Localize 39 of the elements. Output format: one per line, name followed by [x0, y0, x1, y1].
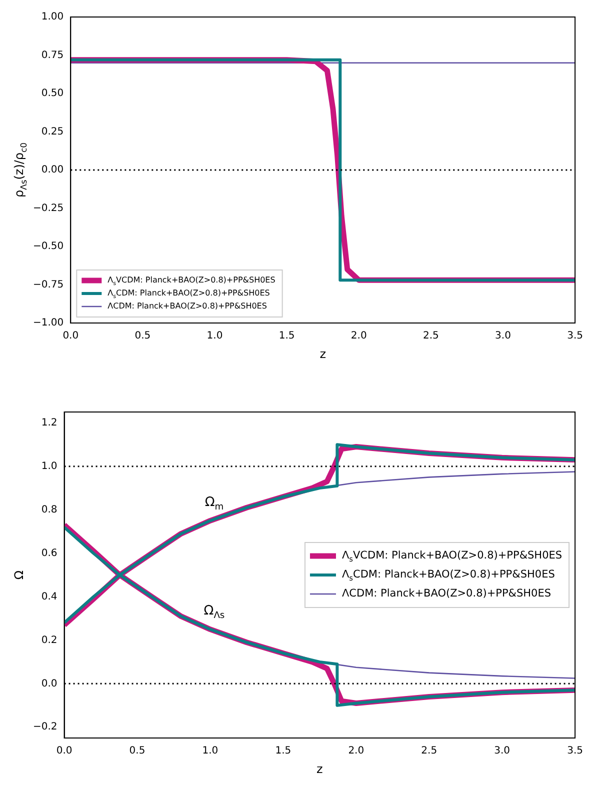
y-tick-label: 0.8 [41, 504, 58, 516]
x-tick-label: 1.5 [275, 746, 292, 757]
y-tick-label: 0.50 [41, 88, 64, 100]
x-tick-label: 1.0 [206, 330, 223, 342]
x-tick-label: 2.5 [422, 330, 439, 342]
legend-label: ΛCDM: Planck+BAO(Z>0.8)+PP&SH0ES [108, 302, 267, 311]
x-tick-label: 1.0 [202, 746, 218, 757]
y-tick-label: −0.50 [32, 241, 64, 252]
y-tick-label: 1.2 [41, 417, 58, 428]
x-tick-label: 0.5 [129, 746, 146, 757]
y-tick-label: 0.2 [41, 634, 58, 646]
y-tick-label: −0.2 [32, 722, 58, 733]
y-tick-label: 0.4 [41, 591, 58, 602]
x-tick-label: 2.0 [348, 746, 364, 757]
y-axis-title: ρΛs(z)/ρc0 [12, 142, 28, 198]
y-tick-label: −1.00 [32, 318, 64, 329]
x-tick-label: 2.5 [421, 746, 438, 757]
y-axis-title: Ω [12, 570, 26, 580]
y-tick-label: 0.25 [41, 126, 64, 138]
x-tick-label: 0.0 [62, 330, 79, 342]
x-axis-title: z [320, 347, 326, 362]
x-tick-label: 3.5 [567, 330, 583, 342]
y-tick-label: −0.25 [32, 202, 64, 214]
legend-label: ΛCDM: Planck+BAO(Z>0.8)+PP&SH0ES [342, 588, 552, 600]
y-tick-label: 0.75 [41, 50, 64, 61]
y-tick-label: 0.6 [41, 548, 58, 559]
x-tick-label: 0.5 [134, 330, 151, 342]
x-tick-label: 0.0 [56, 746, 72, 757]
y-tick-label: −0.75 [32, 279, 64, 290]
y-tick-label: 1.00 [41, 12, 64, 23]
x-tick-label: 3.5 [567, 746, 583, 757]
x-tick-label: 2.0 [350, 330, 367, 342]
x-tick-label: 3.0 [494, 746, 510, 757]
y-tick-label: 1.0 [41, 460, 58, 472]
y-tick-label: 0.00 [41, 164, 64, 176]
y-tick-label: 0.0 [41, 678, 58, 690]
x-axis-title: z [316, 762, 323, 776]
x-tick-label: 3.0 [495, 330, 511, 342]
x-tick-label: 1.5 [278, 330, 295, 342]
